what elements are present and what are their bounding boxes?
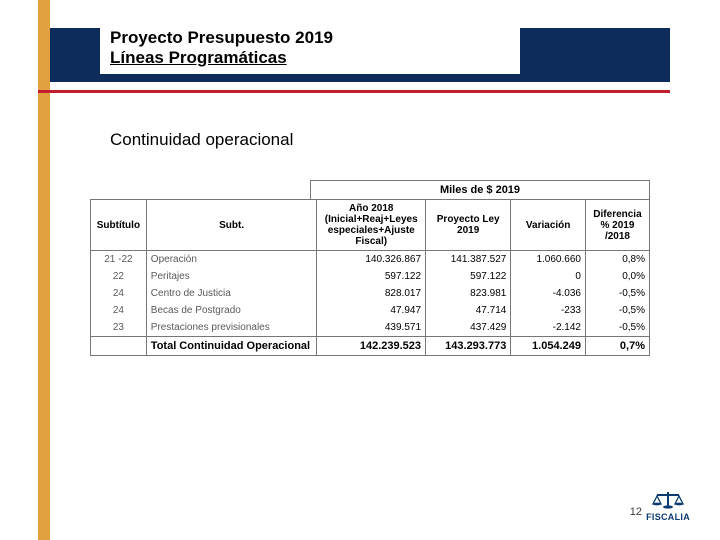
cell-dif: -0,5% <box>585 319 649 337</box>
units-label: Miles de $ 2019 <box>310 180 650 199</box>
table-row: 24 Centro de Justicia 828.017 823.981 -4… <box>91 285 650 302</box>
cell-dif: -0,5% <box>585 302 649 319</box>
col-header-2019: Proyecto Ley 2019 <box>426 200 511 251</box>
cell-total-dif: 0,7% <box>585 337 649 356</box>
cell-total-y18: 142.239.523 <box>317 337 426 356</box>
cell-var: -233 <box>511 302 586 319</box>
cell-code: 21 -22 <box>91 251 147 269</box>
cell-y18: 439.571 <box>317 319 426 337</box>
cell-code: 22 <box>91 268 147 285</box>
cell-code: 24 <box>91 302 147 319</box>
cell-dif: -0,5% <box>585 285 649 302</box>
cell-desc: Peritajes <box>146 268 317 285</box>
cell-y19: 141.387.527 <box>426 251 511 269</box>
cell-desc: Centro de Justicia <box>146 285 317 302</box>
cell-dif: 0,0% <box>585 268 649 285</box>
col-header-subtitulo: Subtítulo <box>91 200 147 251</box>
table-row: 23 Prestaciones previsionales 439.571 43… <box>91 319 650 337</box>
cell-dif: 0,8% <box>585 251 649 269</box>
col-header-variacion: Variación <box>511 200 586 251</box>
title-box: Proyecto Presupuesto 2019 Líneas Program… <box>100 24 520 74</box>
table-row: 21 -22 Operación 140.326.867 141.387.527… <box>91 251 650 269</box>
cell-y19: 47.714 <box>426 302 511 319</box>
cell-desc: Becas de Postgrado <box>146 302 317 319</box>
cell-var: 1.060.660 <box>511 251 586 269</box>
accent-vertical-bar <box>38 0 50 540</box>
cell-desc: Operación <box>146 251 317 269</box>
cell-y18: 47.947 <box>317 302 426 319</box>
col-header-subt: Subt. <box>146 200 317 251</box>
budget-table: Subtítulo Subt. Año 2018 (Inicial+Reaj+L… <box>90 199 650 356</box>
cell-y19: 823.981 <box>426 285 511 302</box>
cell-code: 23 <box>91 319 147 337</box>
title-line-1: Proyecto Presupuesto 2019 <box>110 28 510 48</box>
page-number: 12 <box>630 506 642 518</box>
section-subtitle: Continuidad operacional <box>110 130 293 150</box>
cell-total-empty <box>91 337 147 356</box>
col-header-diferencia: Diferencia % 2019 /2018 <box>585 200 649 251</box>
cell-var: -4.036 <box>511 285 586 302</box>
cell-y19: 597.122 <box>426 268 511 285</box>
cell-y19: 437.429 <box>426 319 511 337</box>
col-header-2018: Año 2018 (Inicial+Reaj+Leyes especiales+… <box>317 200 426 251</box>
cell-var: -2.142 <box>511 319 586 337</box>
table-row: 22 Peritajes 597.122 597.122 0 0,0% <box>91 268 650 285</box>
logo: FISCALIA <box>646 490 690 522</box>
table-total-row: Total Continuidad Operacional 142.239.52… <box>91 337 650 356</box>
budget-table-wrap: Miles de $ 2019 Subtítulo Subt. Año 2018… <box>90 180 650 356</box>
cell-y18: 140.326.867 <box>317 251 426 269</box>
cell-total-var: 1.054.249 <box>511 337 586 356</box>
scales-icon <box>646 490 690 512</box>
cell-y18: 597.122 <box>317 268 426 285</box>
cell-desc: Prestaciones previsionales <box>146 319 317 337</box>
cell-total-y19: 143.293.773 <box>426 337 511 356</box>
title-line-2: Líneas Programáticas <box>110 48 510 68</box>
table-header-row: Subtítulo Subt. Año 2018 (Inicial+Reaj+L… <box>91 200 650 251</box>
cell-total-label: Total Continuidad Operacional <box>146 337 317 356</box>
table-row: 24 Becas de Postgrado 47.947 47.714 -233… <box>91 302 650 319</box>
cell-y18: 828.017 <box>317 285 426 302</box>
red-rule <box>38 90 670 93</box>
logo-text: FISCALIA <box>646 512 690 522</box>
cell-var: 0 <box>511 268 586 285</box>
cell-code: 24 <box>91 285 147 302</box>
